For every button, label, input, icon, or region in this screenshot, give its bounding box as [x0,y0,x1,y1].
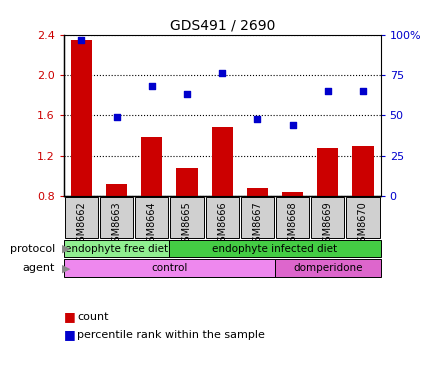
Bar [106,184,127,196]
Point [254,116,261,122]
Bar [317,147,338,196]
Bar [141,138,162,196]
Point [113,114,120,120]
Bar [247,188,268,196]
FancyBboxPatch shape [64,259,275,277]
Text: GSM8670: GSM8670 [358,201,368,248]
Point [219,71,226,76]
Text: GSM8667: GSM8667 [253,201,262,248]
Point [78,37,85,42]
Point [183,92,191,97]
Text: ■: ■ [64,328,76,341]
FancyBboxPatch shape [346,197,380,238]
Text: control: control [151,263,187,273]
FancyBboxPatch shape [65,197,98,238]
Text: endophyte free diet: endophyte free diet [65,244,168,254]
Text: protocol: protocol [10,244,55,254]
Point [289,122,296,128]
Text: endophyte infected diet: endophyte infected diet [213,244,337,254]
Text: GSM8669: GSM8669 [323,201,333,248]
Text: GSM8666: GSM8666 [217,201,227,248]
FancyBboxPatch shape [241,197,274,238]
Text: domperidone: domperidone [293,263,363,273]
Bar [352,146,374,196]
FancyBboxPatch shape [170,197,204,238]
FancyBboxPatch shape [311,197,345,238]
Point [148,83,155,89]
FancyBboxPatch shape [205,197,239,238]
Point [359,88,367,94]
Text: GSM8663: GSM8663 [112,201,121,248]
FancyBboxPatch shape [169,240,381,258]
Text: ▶: ▶ [62,263,70,273]
Text: GSM8662: GSM8662 [77,201,86,248]
Text: percentile rank within the sample: percentile rank within the sample [77,330,265,340]
Bar [282,192,303,196]
Bar [176,168,198,196]
Text: GSM8664: GSM8664 [147,201,157,248]
FancyBboxPatch shape [276,197,309,238]
Bar [212,127,233,196]
FancyBboxPatch shape [64,240,169,258]
FancyBboxPatch shape [275,259,381,277]
Text: ▶: ▶ [62,244,70,254]
Bar [71,40,92,196]
Text: agent: agent [22,263,55,273]
Text: count: count [77,311,109,322]
Title: GDS491 / 2690: GDS491 / 2690 [169,18,275,32]
FancyBboxPatch shape [100,197,133,238]
Text: GSM8668: GSM8668 [288,201,297,248]
FancyBboxPatch shape [135,197,169,238]
Point [324,88,331,94]
Text: ■: ■ [64,310,76,323]
Text: GSM8665: GSM8665 [182,201,192,248]
